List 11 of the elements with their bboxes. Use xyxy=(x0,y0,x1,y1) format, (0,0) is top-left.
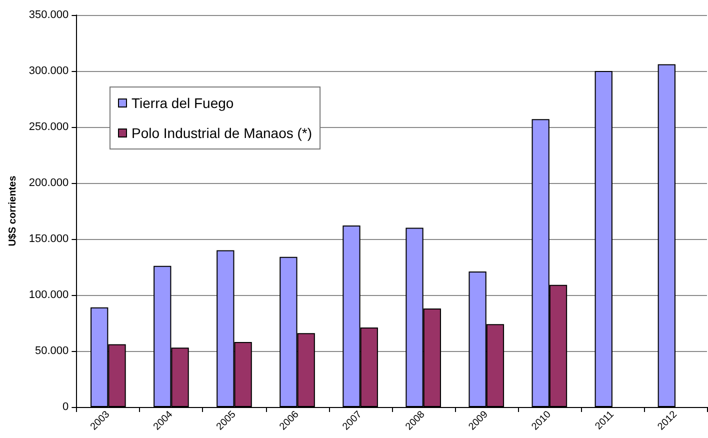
y-tick-label: 50.000 xyxy=(35,345,69,357)
y-tick-label: 0 xyxy=(62,401,69,413)
legend-label: Polo Industrial de Manaos (*) xyxy=(132,125,312,141)
y-tick-label: 200.000 xyxy=(28,177,69,189)
y-tick-label: 100.000 xyxy=(28,289,69,301)
y-tick-label: 150.000 xyxy=(28,233,69,245)
y-tick-label: 300.000 xyxy=(28,65,69,77)
y-axis-title: U$S corrientes xyxy=(8,175,18,246)
legend-label: Tierra del Fuego xyxy=(132,95,234,111)
y-tick-label: 250.000 xyxy=(28,121,69,133)
y-tick-label: 350.000 xyxy=(28,9,69,21)
